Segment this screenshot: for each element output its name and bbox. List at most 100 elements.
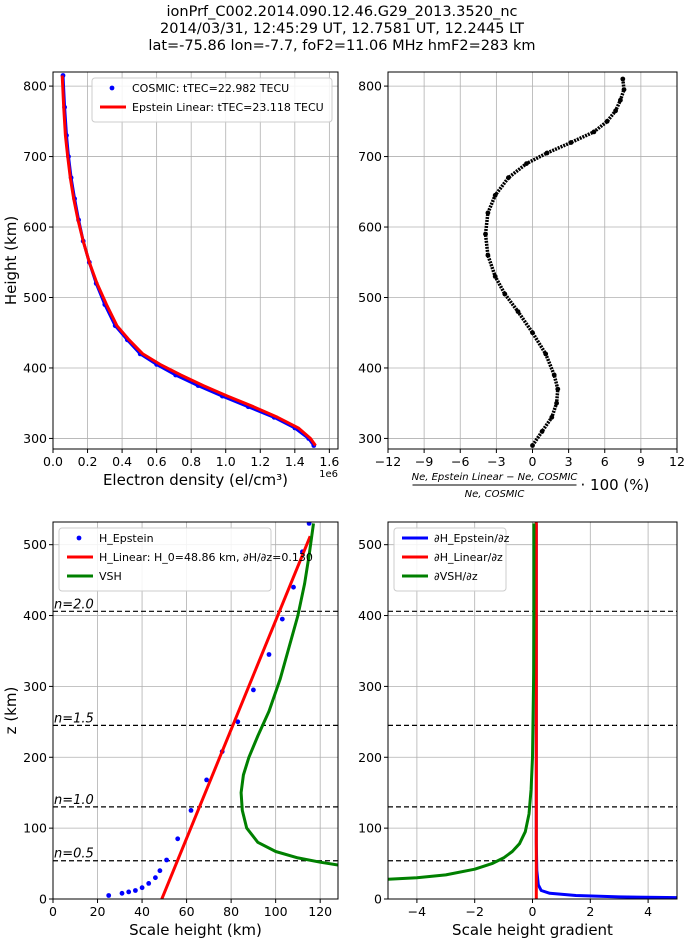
data-point [157,868,163,874]
data-point [291,584,296,590]
data-point [235,719,241,725]
legend-box [91,77,333,123]
x-tick-label: −3 [487,454,505,469]
x-axis-label-denominator: Ne, COSMIC [465,489,525,500]
y-tick-label: 400 [358,360,382,375]
x-tick-label: 20 [90,904,106,919]
x-tick-label: 0.0 [43,454,63,469]
series-trace-0 [61,75,316,447]
legend-marker [109,85,115,91]
x-tick-label: 60 [179,904,195,919]
y-tick-label: 0 [374,892,382,907]
axes-frame [52,71,339,450]
y-tick-label: 700 [358,149,382,164]
x-tick-label: 0 [49,904,57,919]
plot-area [60,73,317,448]
x-tick-label: 0.6 [147,454,167,469]
y-tick-label: 800 [358,79,382,94]
x-tick-label: 0.2 [78,454,98,469]
plot-area [388,522,677,899]
y-tick-label: 300 [358,679,382,694]
x-tick-label: −6 [451,454,469,469]
x-axis-label-numerator: Ne, Epstein Linear − Ne, COSMIC [412,472,578,483]
panel-scale_height: n=0.5 n=1.0 n=1.5 n=2.0 0 20 40 60 80 100 120 0 100 2… [2,521,339,939]
panel-density: 0.0 0.2 0.4 0.6 0.8 1.0 1.2 1.4 1.6 300 400 500 600 7… [2,71,339,489]
data-point [133,888,138,893]
series-line-2 [239,523,338,867]
x-tick-label: 100 [264,904,288,919]
x-tick-label: −2 [465,904,483,919]
panel-difference: −12 −9 −6 −3 0 3 6 9 12 300 400 500 600 700 800 Ne, Eps… [358,71,685,500]
y-tick-label: 200 [23,750,47,765]
series-trace-0 [483,78,626,447]
series-line-0 [534,523,677,899]
y-tick-label: 600 [358,220,382,235]
x-tick-label: 6 [601,454,609,469]
y-tick-label: 400 [23,608,47,623]
panel-gradient: −4 −2 0 2 4 0 100 200 300 400 500 Scale height grad… [358,521,678,939]
x-tick-label: 4 [644,904,652,919]
data-point [266,652,272,657]
plot-area [106,522,338,899]
x-tick-label: 3 [565,454,573,469]
reference-line-label: n=2.0 [54,597,94,612]
title-line-2: 2014/03/31, 12:45:29 UT, 12.7581 UT, 12.… [160,21,524,37]
y-tick-label: 0 [39,892,47,907]
x-tick-label: 1.2 [250,454,270,469]
y-axis-label: z (km) [2,687,20,735]
x-tick-label: 0.4 [112,454,132,469]
legend-label: Epstein Linear: tTEC=23.118 TECU [132,101,324,114]
x-tick-label: 2 [586,904,594,919]
legend-label: ∂H_Linear/∂z [434,551,503,564]
y-tick-label: 700 [23,149,47,164]
x-offset-label: 1e6 [319,469,338,480]
y-tick-label: 300 [358,431,382,446]
legend-marker [76,535,82,541]
x-tick-label: 1.0 [216,454,236,469]
x-tick-label: 0 [529,454,537,469]
y-tick-label: 300 [23,679,47,694]
y-tick-label: 100 [358,821,382,836]
legend-label: VSH [99,570,122,583]
x-tick-label: −4 [408,904,426,919]
data-point [119,890,125,896]
y-tick-label: 800 [23,79,47,94]
plot-area [483,76,627,448]
title-line-3: lat=-75.86 lon=-7.7, foF2=11.06 MHz hmF2… [148,38,535,54]
y-tick-label: 600 [23,220,47,235]
y-tick-label: 500 [358,290,382,305]
axes-frame [52,521,339,900]
data-point [175,836,181,842]
series-line-1 [160,535,312,899]
legend-label: COSMIC: tTEC=22.982 TECU [132,82,289,95]
y-tick-label: 300 [23,431,47,446]
y-tick-label: 500 [23,537,47,552]
data-point [146,881,152,886]
y-tick-label: 400 [23,360,47,375]
y-tick-label: 200 [358,750,382,765]
data-point [251,687,256,693]
legend-box [58,527,272,592]
x-tick-label: 0.8 [181,454,201,469]
data-point [306,522,312,526]
legend-label: ∂VSH/∂z [434,570,478,583]
x-tick-label: 40 [134,904,150,919]
y-tick-label: 500 [23,290,47,305]
series-line-1 [60,75,317,447]
x-tick-label: 9 [637,454,645,469]
legend-label: ∂H_Epstein/∂z [434,532,510,545]
x-tick-label: 1.6 [319,454,339,469]
reference-line-label: n=1.5 [54,711,94,726]
reference-line-label: n=1.0 [54,793,94,808]
x-tick-label: −12 [375,454,401,469]
x-axis-label: Electron density (el/cm³) [103,471,288,489]
data-point [106,893,112,898]
x-axis-label-suffix: · 100 (%) [581,476,650,494]
legend-label: H_Linear: H_0=48.86 km, ∂H/∂z=0.130 [99,551,313,564]
x-tick-label: 12 [669,454,685,469]
x-tick-label: −9 [415,454,433,469]
data-point [139,885,145,891]
data-point [279,616,285,622]
data-point [164,857,170,863]
